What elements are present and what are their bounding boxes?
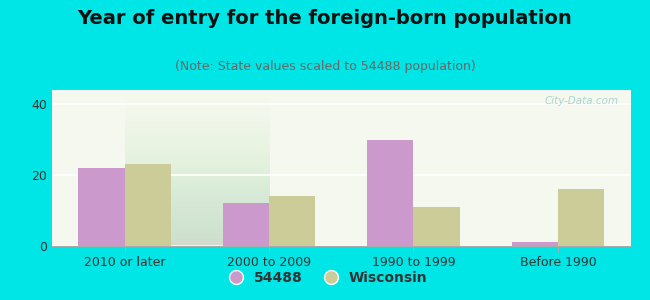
Bar [367,140,413,246]
Bar [413,207,460,246]
Bar [512,242,558,246]
Text: City-Data.com: City-Data.com [545,96,619,106]
Bar [558,189,605,246]
Legend: 54488, Wisconsin: 54488, Wisconsin [217,265,433,290]
Text: (Note: State values scaled to 54488 population): (Note: State values scaled to 54488 popu… [175,60,475,73]
Bar [78,168,125,246]
Text: Year of entry for the foreign-born population: Year of entry for the foreign-born popul… [77,9,573,28]
Bar [223,203,269,246]
Bar [125,164,171,246]
Bar [269,196,315,246]
